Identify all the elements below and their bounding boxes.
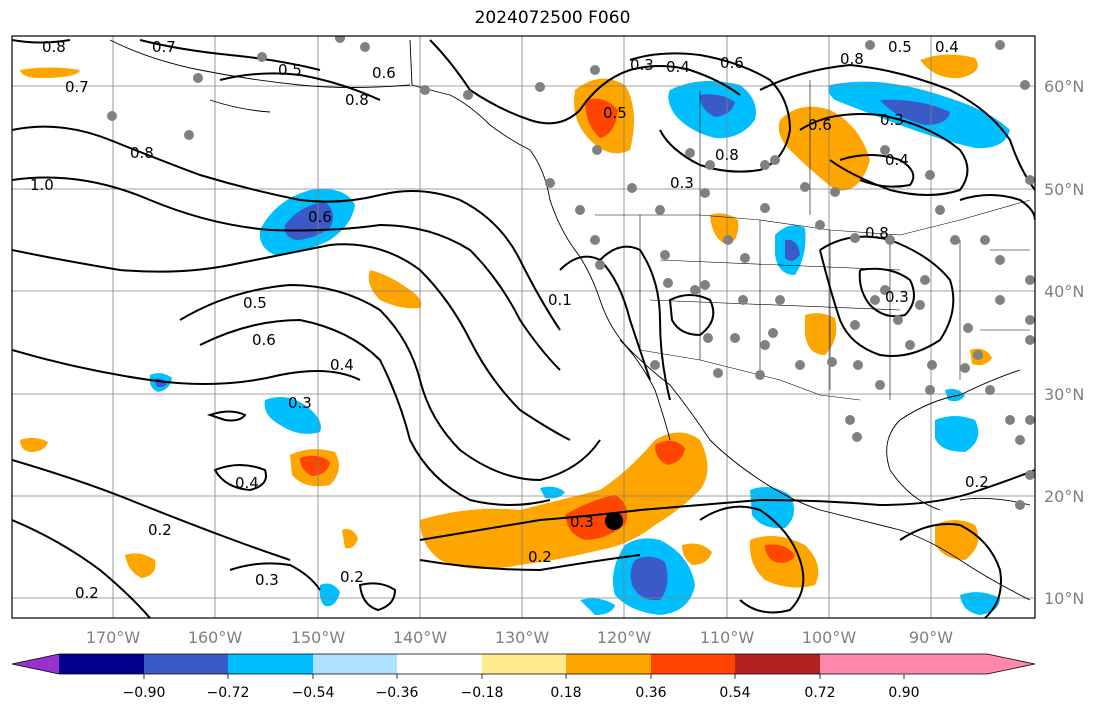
lon-label: 150°W (291, 628, 346, 647)
graticule (12, 36, 1035, 618)
lon-label: 170°W (86, 628, 141, 647)
contour-label: 0.8 (865, 224, 889, 242)
colorbar-outline (11, 653, 1036, 675)
contour-label: 0.5 (243, 294, 267, 312)
contour-label: 0.4 (885, 151, 909, 169)
contour-label: 0.4 (235, 474, 259, 492)
colorbar-tick-label: −0.36 (376, 685, 419, 701)
contour-label: 0.6 (372, 64, 396, 82)
colorbar-bin (820, 654, 904, 674)
lon-label: 100°W (802, 628, 857, 647)
colorbar-tick-label: −0.72 (207, 685, 250, 701)
contour-label: 0.6 (308, 208, 332, 226)
contour-label: 0.5 (603, 104, 627, 122)
lon-label: 130°W (495, 628, 550, 647)
contour-label: 0.8 (715, 146, 739, 164)
colorbar: −0.90 −0.72 −0.54 −0.36 −0.18 0.18 0.36 … (11, 653, 1036, 701)
contour-label: 0.1 (548, 291, 572, 309)
colorbar-tick-label: 0.54 (719, 685, 750, 701)
colorbar-tick-label: 0.90 (888, 685, 919, 701)
contour-label: 0.2 (528, 548, 552, 566)
longitude-labels: 170°W 160°W 150°W 140°W 130°W 120°W 110°… (86, 628, 953, 647)
contour-label: 0.3 (570, 513, 594, 531)
lon-label: 160°W (188, 628, 243, 647)
contour-labels: 0.8 0.7 0.5 0.6 0.7 0.8 0.8 1.0 0.6 0.5 … (30, 38, 989, 602)
colorbar-tick-label: 0.72 (804, 685, 835, 701)
contour-label: 0.4 (666, 58, 690, 76)
lon-label: 90°W (909, 628, 953, 647)
contour-label: 0.8 (130, 144, 154, 162)
map-title: 2024072500 F060 (474, 8, 631, 28)
colorbar-bin (397, 654, 482, 674)
lon-label: 140°W (393, 628, 448, 647)
lat-label: 60°N (1044, 77, 1084, 96)
colorbar-bin (313, 654, 397, 674)
colorbar-extend-low (12, 654, 59, 674)
colorbar-bin (228, 654, 313, 674)
latitude-labels: 60°N 50°N 40°N 30°N 20°N 10°N (1044, 77, 1084, 608)
colorbar-tick-label: −0.54 (292, 685, 335, 701)
lat-label: 50°N (1044, 180, 1084, 199)
contour-label: 0.2 (965, 473, 989, 491)
contour-label: 0.3 (255, 571, 279, 589)
lon-label: 120°W (597, 628, 652, 647)
colorbar-tick-label: 0.18 (550, 685, 581, 701)
contour-label: 0.7 (65, 78, 89, 96)
contour-label: 0.3 (880, 111, 904, 129)
contour-label: 0.7 (152, 38, 176, 56)
contour-label: 0.5 (278, 61, 302, 79)
colorbar-bin (566, 654, 651, 674)
station-markers (107, 36, 1035, 510)
contour-label: 0.2 (75, 584, 99, 602)
map-frame (11, 35, 1036, 619)
contour-lines (12, 39, 1035, 618)
colorbar-tick-label: 0.36 (635, 685, 666, 701)
contour-label: 0.3 (670, 174, 694, 192)
colorbar-bin (482, 654, 566, 674)
contour-label: 0.5 (888, 38, 912, 56)
colorbar-bin (144, 654, 228, 674)
contour-label: 0.3 (885, 288, 909, 306)
contour-label: 1.0 (30, 176, 54, 194)
lat-label: 10°N (1044, 589, 1084, 608)
negative-anomaly-shading (149, 81, 1010, 615)
lon-label: 110°W (700, 628, 755, 647)
contour-label: 0.2 (148, 521, 172, 539)
contour-label: 0.8 (840, 50, 864, 68)
contour-label: 0.6 (252, 331, 276, 349)
colorbar-tick-label: −0.18 (461, 685, 504, 701)
colorbar-bin (651, 654, 735, 674)
colorbar-bin (735, 654, 820, 674)
colorbar-tick-label: −0.90 (123, 685, 166, 701)
colorbar-bin (59, 654, 144, 674)
lat-label: 40°N (1044, 282, 1084, 301)
contour-label: 0.2 (340, 568, 364, 586)
contour-label: 0.8 (345, 91, 369, 109)
contour-label: 0.8 (42, 38, 66, 56)
lat-label: 30°N (1044, 385, 1084, 404)
contour-label: 0.4 (935, 38, 959, 56)
contour-label: 0.3 (288, 394, 312, 412)
lat-label: 20°N (1044, 487, 1084, 506)
contour-label: 0.3 (630, 56, 654, 74)
contour-label: 0.6 (808, 116, 832, 134)
contour-label: 0.4 (330, 356, 354, 374)
contour-label: 0.6 (720, 54, 744, 72)
highlight-point-marker (605, 512, 623, 530)
